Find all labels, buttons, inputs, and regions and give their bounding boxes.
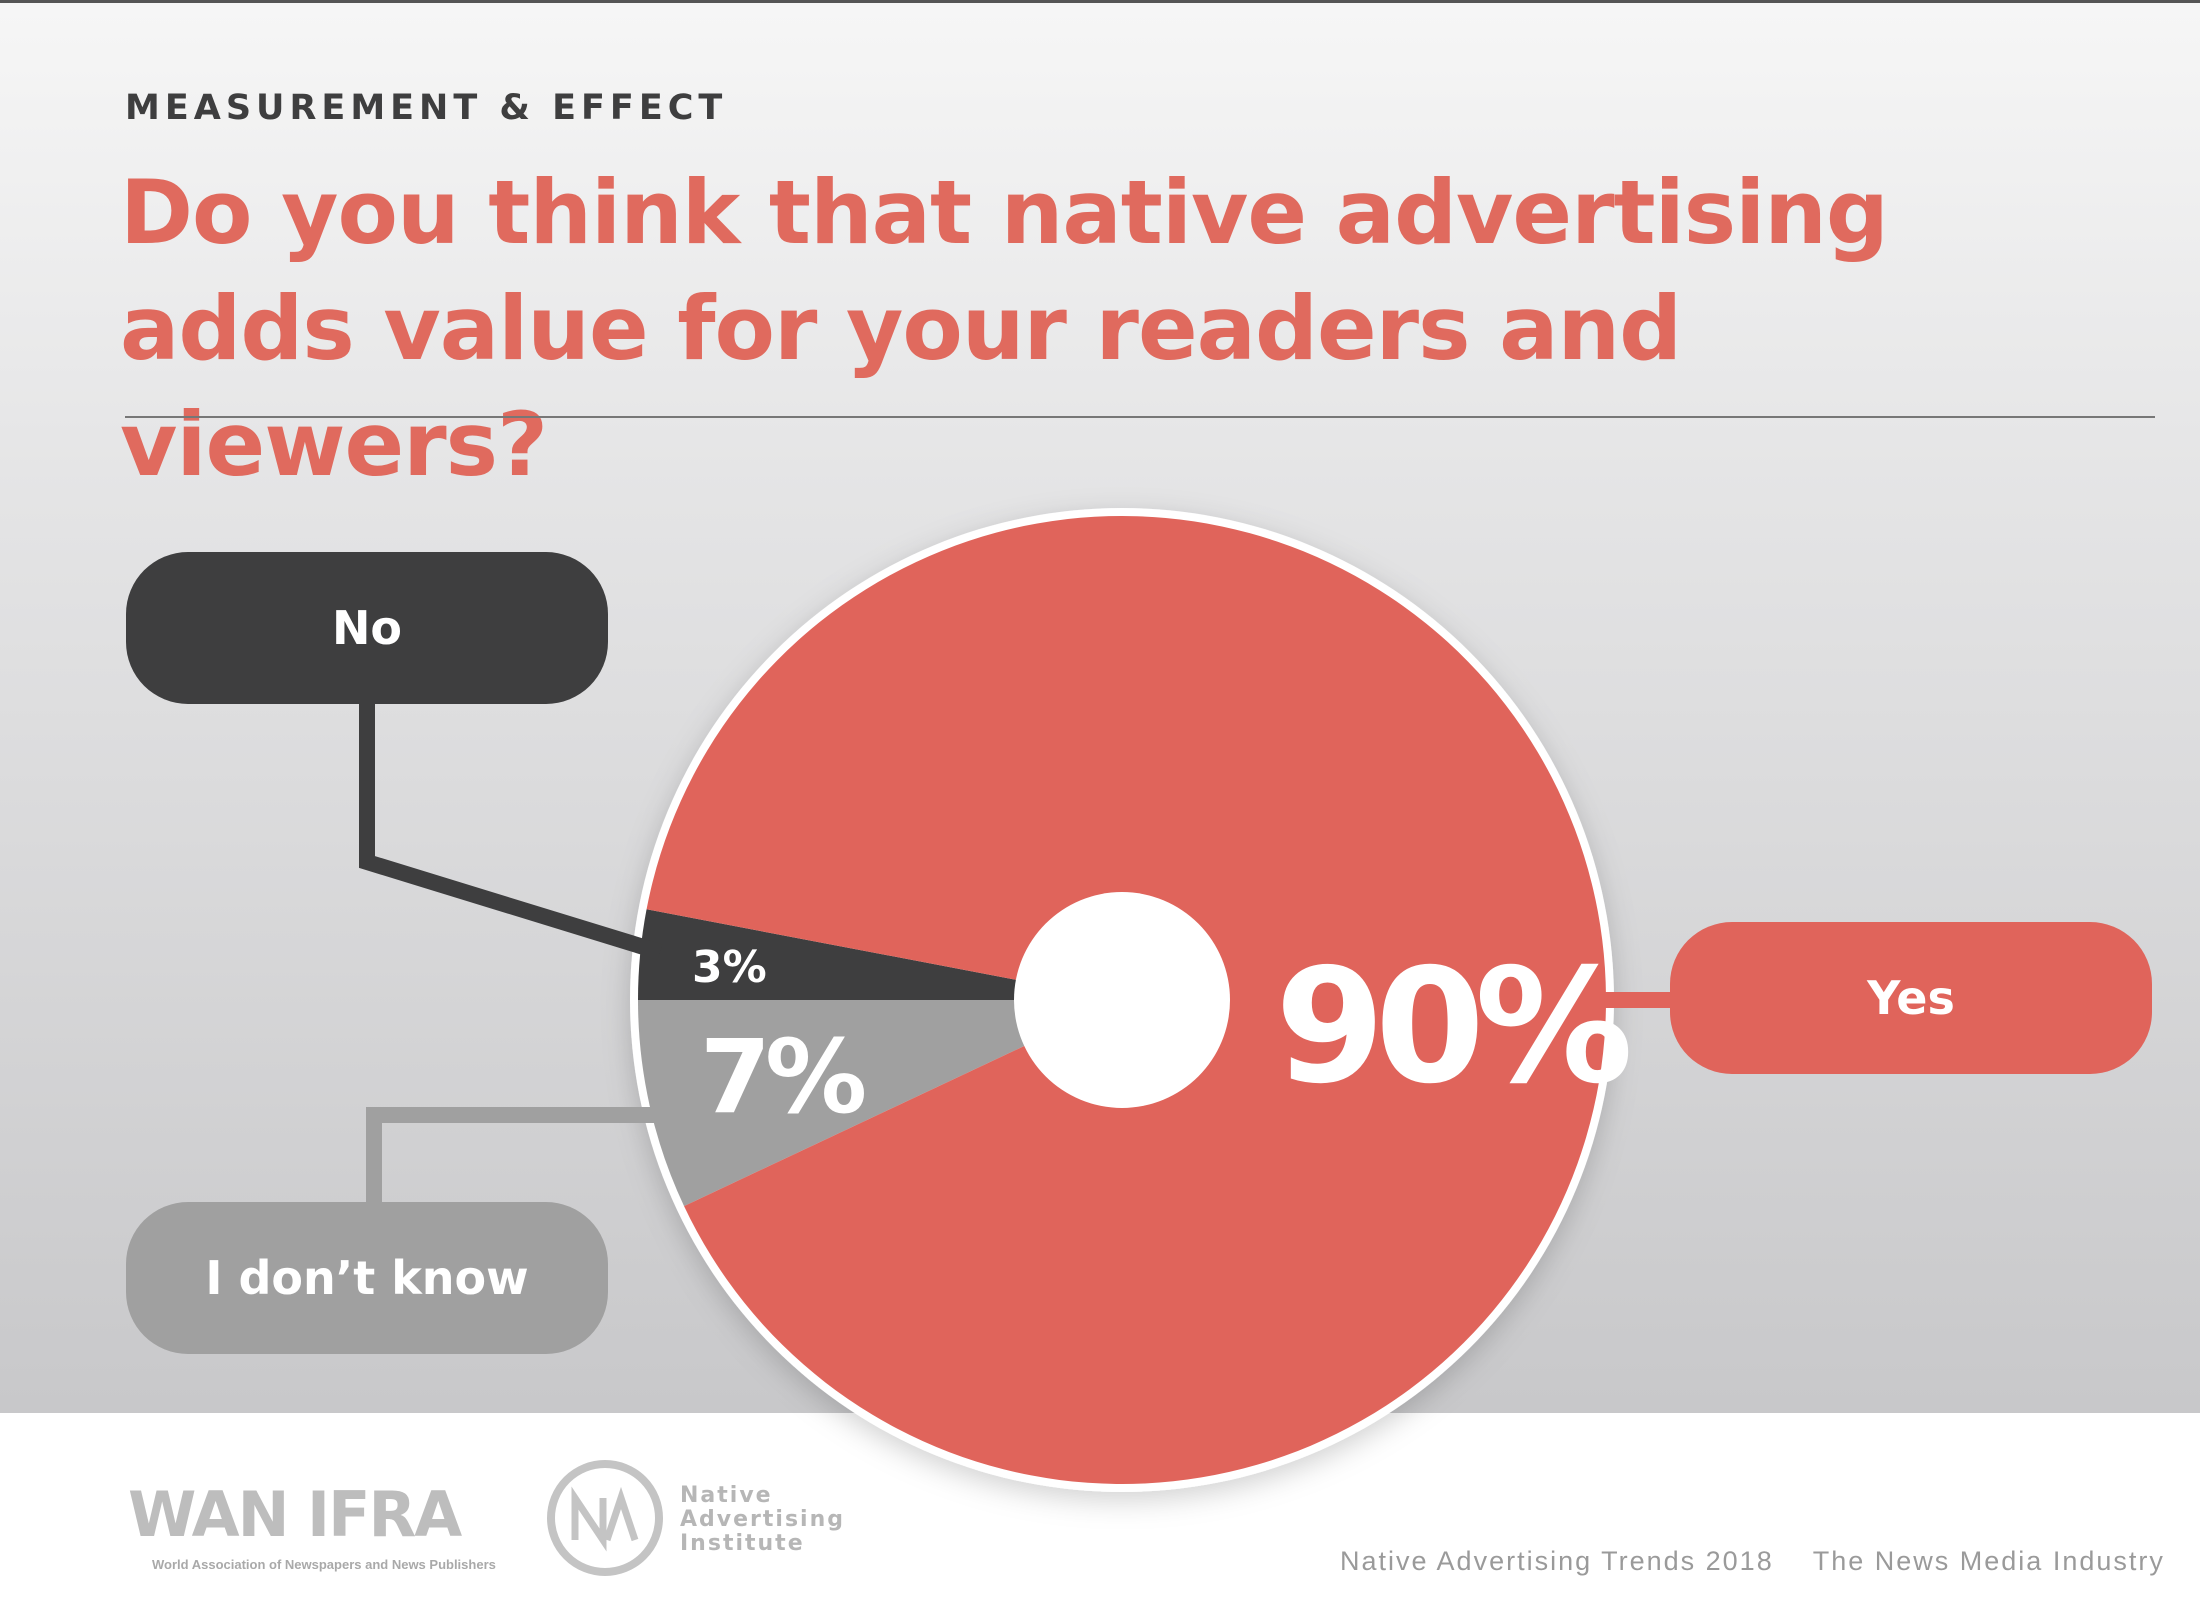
pct-label-no: 3% bbox=[692, 942, 767, 993]
footer-report: Native Advertising Trends 2018 bbox=[1340, 1546, 1774, 1576]
pie-center-hole bbox=[1014, 892, 1230, 1108]
legend-label-yes: Yes bbox=[1867, 971, 1955, 1025]
legend-label-no: No bbox=[331, 601, 403, 655]
wan-ifra-logo: WAN IFRA bbox=[128, 1478, 462, 1551]
section-eyebrow: MEASUREMENT & EFFECT bbox=[125, 88, 728, 128]
legend-label-dont-know: I don’t know bbox=[205, 1251, 529, 1305]
title-divider bbox=[125, 416, 2155, 418]
nai-logo-icon bbox=[547, 1460, 663, 1576]
nai-logo-text: Native Advertising Institute bbox=[680, 1484, 845, 1556]
legend-pill-dont-know: I don’t know bbox=[126, 1202, 608, 1354]
connector-dont-know bbox=[366, 1107, 660, 1202]
connector-no bbox=[359, 704, 663, 960]
nai-line: Native bbox=[680, 1483, 773, 1508]
pct-label-dont-know: 7% bbox=[700, 1018, 867, 1137]
wan-ifra-tagline: World Association of Newspapers and News… bbox=[152, 1557, 496, 1572]
legend-pill-no: No bbox=[126, 552, 608, 704]
pie-slice-dont-know bbox=[638, 1000, 1122, 1207]
legend-pill-yes: Yes bbox=[1670, 922, 2152, 1074]
nai-line: Institute bbox=[680, 1531, 805, 1556]
nai-line: Advertising bbox=[680, 1507, 845, 1532]
footer-caption: Native Advertising Trends 2018 The News … bbox=[1340, 1546, 2165, 1577]
chart-title: Do you think that native advertising add… bbox=[120, 161, 1889, 496]
top-border bbox=[0, 0, 2200, 3]
pct-label-yes: 90% bbox=[1275, 935, 1633, 1119]
footer-industry: The News Media Industry bbox=[1812, 1546, 2165, 1576]
pie-slice-no bbox=[638, 909, 1122, 1000]
